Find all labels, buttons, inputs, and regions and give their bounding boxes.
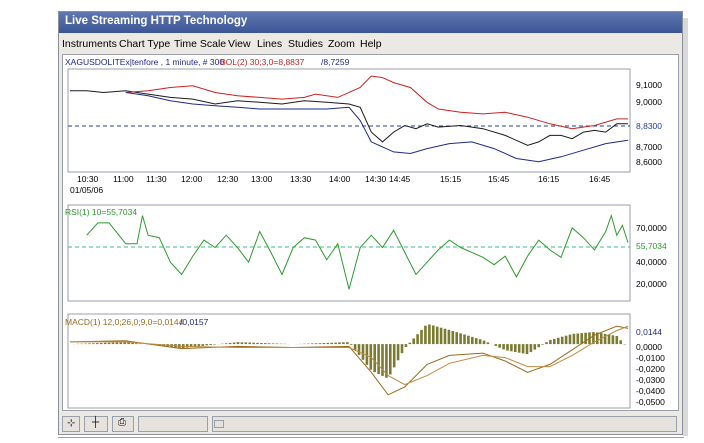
crosshair-icon: ⊹	[67, 418, 76, 429]
rsi-header: RSI(1) 10=55,7034	[65, 207, 137, 217]
lower-border-line	[58, 437, 684, 438]
chart-window: Live Streaming HTTP Technology Instrumen…	[58, 11, 683, 435]
time-tick-label: 12:30	[217, 174, 239, 184]
title-bar[interactable]: Live Streaming HTTP Technology	[59, 12, 682, 33]
macd-tick-label: -0,0300	[636, 375, 665, 385]
price-current-value: 8,8300	[636, 121, 662, 131]
crosshair-tool-button[interactable]: ⊹	[62, 416, 80, 432]
menu-instruments[interactable]: Instruments	[62, 38, 117, 50]
macd-header-2: /0,0157	[180, 317, 209, 327]
status-bar: ⊹ ┼ ⎙	[62, 416, 679, 432]
macd-line	[69, 325, 629, 396]
time-tick-label: 11:00	[113, 174, 134, 184]
price-header: XAGUSDOLITEx|tenfore , 1 minute, # 300	[65, 57, 224, 67]
time-tick-label: 12:00	[181, 174, 203, 184]
menu-help[interactable]: Help	[360, 38, 382, 50]
time-tick-label: 16:15	[538, 174, 560, 184]
rsi-current-value: 55,7034	[636, 241, 667, 251]
line-tool-button[interactable]: ┼	[84, 416, 108, 432]
macd-tick-label: -0,0400	[636, 386, 665, 396]
price-tick-label: 9,0000	[636, 97, 662, 107]
window-shadow-edge	[683, 18, 688, 436]
print-icon: ⎙	[118, 417, 126, 428]
price-tick-label: 9,1000	[636, 80, 662, 90]
line-tool-icon: ┼	[92, 417, 100, 428]
rsi-tick-label: 70,0000	[636, 223, 667, 233]
time-tick-label: 10:30	[77, 174, 99, 184]
menu-time-scale[interactable]: Time Scale	[174, 38, 227, 50]
menu-bar: Instruments Chart Type Time Scale View L…	[59, 35, 682, 52]
price-indicator-text-2: /8,7259	[321, 57, 350, 67]
status-field	[138, 416, 208, 432]
chart-area[interactable]: XAGUSDOLITEx|tenfore , 1 minute, # 300 B…	[62, 54, 679, 411]
chart-canvas[interactable]: XAGUSDOLITEx|tenfore , 1 minute, # 300 B…	[63, 55, 678, 410]
print-tool-button[interactable]: ⎙	[112, 416, 134, 432]
price-panel-frame	[67, 68, 631, 173]
menu-chart-type[interactable]: Chart Type	[119, 38, 171, 50]
rsi-panel-frame	[67, 204, 631, 302]
price-tick-label: 8,7000	[636, 142, 662, 152]
time-tick-label: 15:45	[488, 174, 510, 184]
macd-tick-label: -0,0100	[636, 353, 665, 363]
menu-view[interactable]: View	[228, 38, 251, 50]
menu-lines[interactable]: Lines	[257, 38, 283, 50]
time-tick-label: 16:45	[589, 174, 611, 184]
time-tick-label: 11:30	[146, 174, 167, 184]
status-field-wide	[212, 416, 677, 432]
time-tick-label: 14:45	[389, 174, 411, 184]
bollinger-lower-band	[125, 92, 629, 163]
time-tick-label: 14:30	[365, 174, 387, 184]
macd-tick-label: -0,0200	[636, 364, 665, 374]
macd-tick-label: -0,0500	[636, 397, 665, 407]
macd-tick-label: 0,0000	[636, 342, 662, 352]
date-label: 01/05/06	[70, 185, 103, 195]
time-tick-label: 15:15	[440, 174, 462, 184]
menu-zoom[interactable]: Zoom	[328, 38, 355, 50]
macd-panel-frame	[67, 313, 631, 409]
menu-studies[interactable]: Studies	[288, 38, 324, 50]
time-tick-label: 14:00	[329, 174, 351, 184]
bollinger-upper-band	[125, 75, 628, 130]
price-line	[70, 90, 628, 146]
macd-current-value: 0,0144	[636, 327, 662, 337]
price-indicator-text: BOL(2) 30;3,0=8,8837	[220, 57, 305, 67]
rsi-tick-label: 40,0000	[636, 257, 667, 267]
rsi-line	[86, 213, 629, 290]
resize-grip[interactable]	[214, 420, 224, 428]
macd-header: MACD(1) 12,0;26,0;9,0=0,0144	[65, 317, 184, 327]
price-tick-label: 8,6000	[636, 157, 662, 167]
time-tick-label: 13:30	[290, 174, 312, 184]
rsi-tick-label: 20,0000	[636, 279, 667, 289]
time-tick-label: 13:00	[251, 174, 273, 184]
window-title: Live Streaming HTTP Technology	[65, 15, 248, 27]
macd-signal-line	[70, 325, 629, 386]
